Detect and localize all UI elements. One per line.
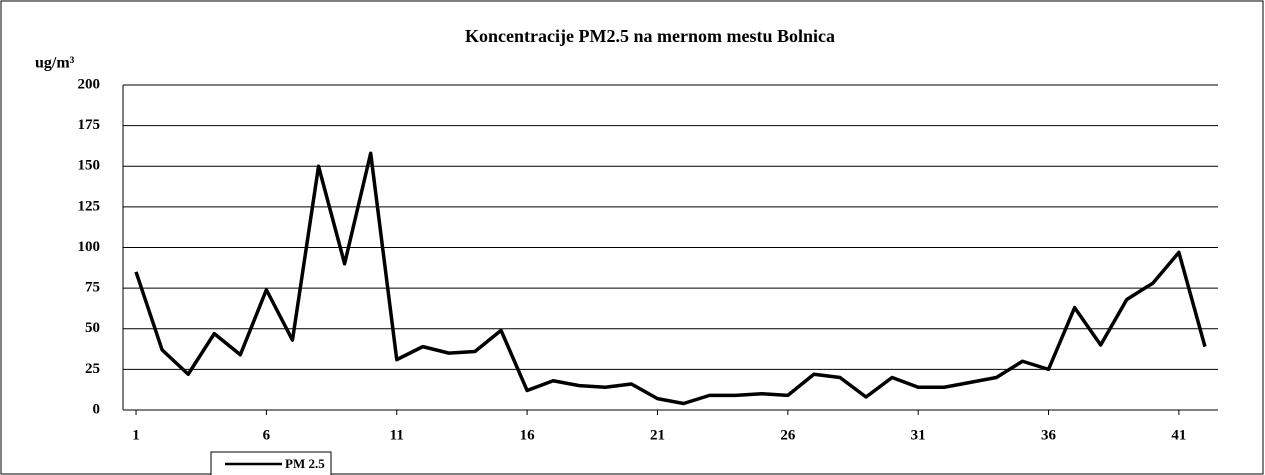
y-tick-label: 100	[78, 239, 101, 255]
x-tick-label: 16	[520, 427, 536, 443]
x-tick-label: 11	[390, 427, 404, 443]
y-tick-label: 200	[78, 76, 101, 92]
data-line	[134, 151, 1207, 406]
x-tick-label: 1	[132, 427, 140, 443]
y-tick-label: 50	[85, 320, 100, 336]
x-tick-label: 41	[1171, 427, 1186, 443]
x-tick-label: 31	[911, 427, 926, 443]
x-tick-label: 26	[780, 427, 796, 443]
y-tick-label: 150	[78, 158, 101, 174]
y-tick-label: 75	[85, 280, 100, 296]
legend-label: PM 2.5	[285, 456, 325, 471]
y-axis-label: ug/m³	[35, 55, 75, 72]
y-tick-label: 0	[93, 401, 101, 417]
chart-title: Koncentracije PM2.5 na mernom mestu Boln…	[465, 26, 835, 46]
y-tick-label: 125	[78, 198, 101, 214]
x-tick-label: 36	[1041, 427, 1057, 443]
x-tick-label: 21	[650, 427, 665, 443]
y-tick-label: 175	[78, 117, 101, 133]
y-tick-label: 25	[85, 361, 100, 377]
x-tick-label: 6	[263, 427, 271, 443]
